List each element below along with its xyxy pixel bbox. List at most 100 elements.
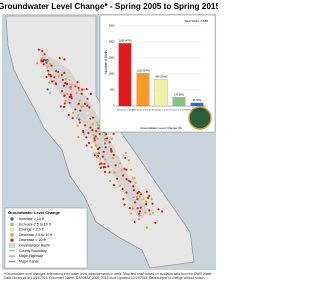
- well-dot: [54, 82, 57, 85]
- well-dot: [110, 137, 113, 140]
- well-dot: [87, 117, 90, 120]
- well-dot: [89, 92, 92, 95]
- well-dot: [91, 128, 94, 132]
- well-dot: [63, 102, 66, 105]
- well-dot: [76, 124, 79, 127]
- well-dot: [138, 214, 141, 217]
- well-dot: [102, 166, 105, 169]
- well-dot: [45, 75, 48, 78]
- well-dot: [145, 206, 148, 209]
- seal: [188, 106, 212, 130]
- well-dots: [36, 48, 164, 229]
- bar: [190, 102, 204, 107]
- well-dot: [133, 177, 136, 180]
- well-dot: [147, 196, 150, 199]
- well-dot: [123, 167, 126, 170]
- footnote: *Groundwater level changes determined fr…: [4, 272, 212, 280]
- well-dot: [60, 90, 64, 93]
- value-label: 1,960 (47%): [118, 39, 131, 42]
- well-dot: [113, 171, 116, 174]
- legend-label: Change < 2.5 ft: [19, 228, 44, 232]
- value-label: 95 (2%): [193, 99, 202, 102]
- well-dot: [95, 130, 98, 133]
- legend-label: Increase > 10 ft: [19, 217, 44, 221]
- well-dot: [110, 167, 113, 170]
- well-dot: [66, 106, 69, 109]
- x-tick-label: Increase 2.5 to 10 ft: [169, 109, 189, 112]
- well-dot: [46, 60, 50, 63]
- well-dot: [48, 91, 52, 94]
- legend-label: Increase 2.5 to 10 ft: [19, 222, 51, 226]
- well-dot: [115, 146, 118, 149]
- well-dot: [89, 126, 92, 129]
- well-dot: [85, 88, 88, 91]
- well-dot: [76, 116, 79, 120]
- x-tick-label: Change < 2.5 ft: [153, 109, 168, 112]
- well-dot: [128, 207, 131, 210]
- well-dot: [85, 102, 88, 105]
- well-dot: [133, 212, 136, 215]
- legend-label: Decrease > 10 ft: [19, 238, 45, 242]
- well-dot: [99, 158, 102, 161]
- value-label: 1,020 (24%): [136, 70, 149, 73]
- well-dot: [127, 159, 131, 162]
- well-dot: [63, 94, 66, 97]
- well-dot: [64, 99, 67, 102]
- y-axis-label: Number of Wells: [104, 50, 108, 74]
- well-dot: [116, 177, 119, 180]
- well-dot: [64, 77, 67, 80]
- well-dot: [77, 79, 80, 82]
- well-dot: [86, 112, 89, 115]
- well-dot: [79, 126, 82, 129]
- well-dot: [43, 58, 46, 61]
- well-dot: [78, 88, 81, 92]
- well-dot: [82, 133, 86, 136]
- well-dot: [87, 131, 90, 135]
- legend-dot: [10, 227, 14, 232]
- legend-label: Major Canal: [19, 259, 39, 263]
- well-dot: [102, 163, 105, 166]
- well-dot: [86, 127, 89, 130]
- well-dot: [131, 176, 134, 179]
- well-dot: [139, 195, 142, 198]
- well-dot: [93, 139, 96, 142]
- well-dot: [60, 73, 63, 76]
- well-dot: [90, 132, 93, 135]
- well-dot: [119, 186, 122, 189]
- well-dot: [68, 101, 71, 104]
- well-dot: [85, 136, 88, 139]
- well-dot: [109, 166, 112, 169]
- well-dot: [44, 59, 48, 62]
- well-dot: [104, 138, 107, 142]
- well-dot: [75, 92, 78, 95]
- well-dot: [45, 61, 48, 64]
- well-dot: [77, 86, 80, 89]
- well-dot: [145, 202, 148, 206]
- well-dot: [125, 168, 128, 171]
- legend-dot: [10, 238, 14, 242]
- well-dot: [125, 191, 128, 194]
- well-dot: [145, 226, 148, 229]
- well-dot: [70, 83, 73, 86]
- well-dot: [77, 136, 80, 139]
- well-dot: [106, 154, 109, 157]
- well-dot: [67, 113, 70, 116]
- well-dot: [124, 151, 127, 155]
- well-dot: [136, 207, 139, 210]
- bar: [118, 43, 132, 107]
- well-dot: [69, 87, 73, 90]
- well-dot: [92, 133, 95, 137]
- legend-box: [4, 207, 88, 269]
- y-tick-label: 0: [113, 104, 115, 108]
- well-dot: [112, 183, 115, 187]
- well-dot: [134, 181, 137, 184]
- well-dot: [142, 219, 145, 223]
- well-dot: [76, 103, 79, 106]
- well-dot: [96, 121, 99, 124]
- legend-dot: [10, 222, 14, 226]
- well-dot: [132, 194, 135, 197]
- well-dot: [62, 84, 65, 87]
- well-dot: [36, 62, 39, 65]
- well-dot: [132, 189, 135, 192]
- well-dot: [91, 122, 94, 126]
